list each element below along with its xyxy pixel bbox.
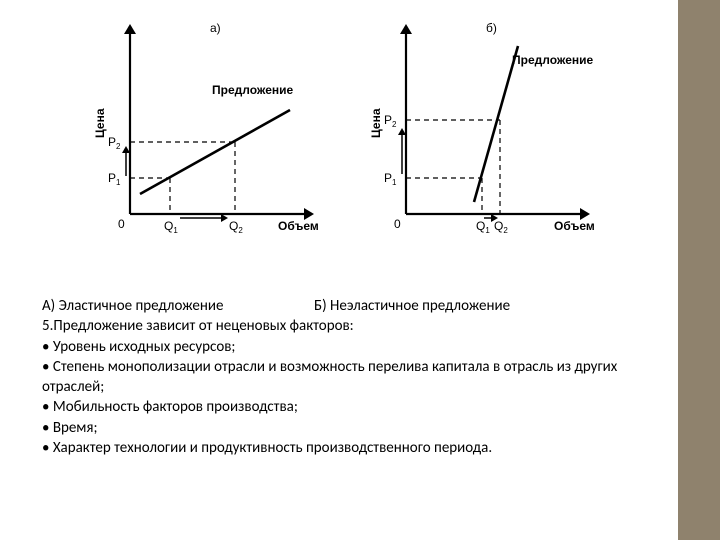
bullet-4: Время; — [42, 418, 658, 438]
svg-text:Q1: Q1 — [476, 219, 490, 235]
decorative-side-stripe — [678, 0, 720, 540]
label-elastic: А) Эластичное предложение — [42, 296, 314, 316]
svg-text:Q2: Q2 — [494, 219, 508, 235]
svg-text:Объем: Объем — [278, 219, 319, 233]
bullet-5: Характер технологии и продуктивность про… — [42, 438, 658, 458]
svg-text:Q2: Q2 — [229, 219, 243, 235]
svg-text:Q1: Q1 — [164, 219, 178, 235]
svg-text:P1: P1 — [108, 171, 121, 187]
item5-heading: 5.Предложение зависит от неценовых факто… — [42, 316, 658, 336]
svg-text:б): б) — [486, 21, 497, 35]
svg-text:Цена: Цена — [369, 108, 383, 138]
svg-text:P2: P2 — [108, 135, 121, 151]
bullet-list: Уровень исходных ресурсов; Степень моноп… — [42, 337, 658, 459]
svg-text:Цена: Цена — [93, 108, 107, 138]
chart-elastic: а) Цена Объем 0 Предложение P1 P2 Q1 Q2 — [90, 14, 330, 264]
label-inelastic: Б) Неэластичное предложение — [314, 296, 510, 316]
description-text: А) Эластичное предложение Б) Неэластично… — [42, 296, 658, 458]
bullet-1: Уровень исходных ресурсов; — [42, 337, 658, 357]
bullet-3: Мобильность факторов производства; — [42, 397, 658, 417]
svg-text:Предложение: Предложение — [212, 83, 294, 97]
svg-text:а): а) — [210, 21, 221, 35]
svg-text:0: 0 — [394, 217, 401, 231]
charts-row: а)ЦенаОбъем0ПредложениеP1P2Q1Q2 б)ЦенаОб… — [90, 14, 610, 274]
svg-text:0: 0 — [118, 217, 125, 231]
svg-text:P1: P1 — [384, 171, 397, 187]
svg-text:P2: P2 — [384, 113, 397, 129]
svg-text:Предложение: Предложение — [512, 53, 594, 67]
chart-inelastic: б) Цена Объем 0 Предложение P1 P2 Q1Q2 — [366, 14, 606, 264]
bullet-2: Степень монополизации отрасли и возможно… — [42, 357, 658, 398]
svg-text:Объем: Объем — [554, 219, 595, 233]
